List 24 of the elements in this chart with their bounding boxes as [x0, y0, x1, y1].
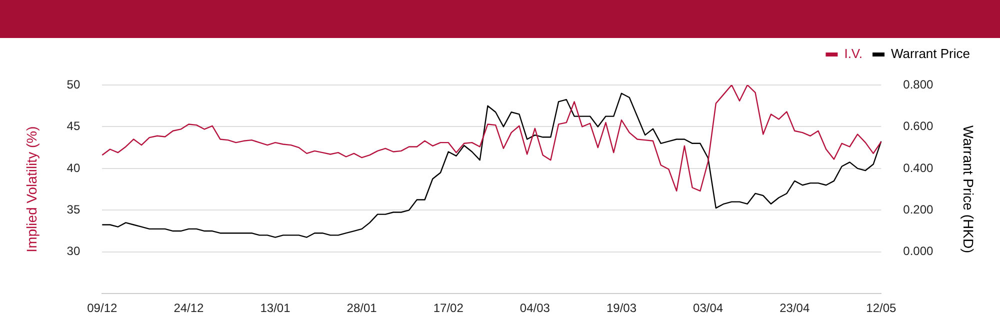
y-tick-label: 40: [66, 160, 80, 175]
y2-tick-label: 0.000: [903, 244, 934, 258]
x-tick-label: 12/05: [866, 301, 897, 316]
x-tick-label: 09/12: [87, 301, 118, 316]
x-tick-label: 17/02: [433, 301, 464, 316]
x-tick-label: 23/04: [780, 301, 810, 316]
legend-label: Warrant Price: [891, 46, 970, 62]
y-tick-label: 30: [66, 244, 80, 258]
y-tick-label: 50: [66, 77, 80, 92]
y2-tick-label: 0.600: [903, 119, 934, 134]
legend-label: I.V.: [844, 46, 863, 62]
y2-tick-label: 0.400: [903, 160, 934, 175]
x-tick-label: 19/03: [606, 301, 637, 316]
x-tick-label: 13/01: [260, 301, 291, 316]
x-tick-label: 28/01: [346, 301, 378, 316]
x-tick-label: 24/12: [174, 301, 204, 316]
y-tick-label: 45: [66, 119, 80, 134]
y-axis-title: Implied Volatility (%): [23, 126, 40, 252]
y2-axis-title: Warrant Price (HKD): [960, 125, 977, 254]
y2-tick-label: 0.800: [903, 77, 934, 92]
y-tick-label: 35: [66, 202, 80, 216]
x-tick-label: 03/04: [693, 301, 724, 316]
x-tick-label: 04/03: [520, 301, 550, 316]
y2-tick-label: 0.200: [903, 202, 934, 216]
